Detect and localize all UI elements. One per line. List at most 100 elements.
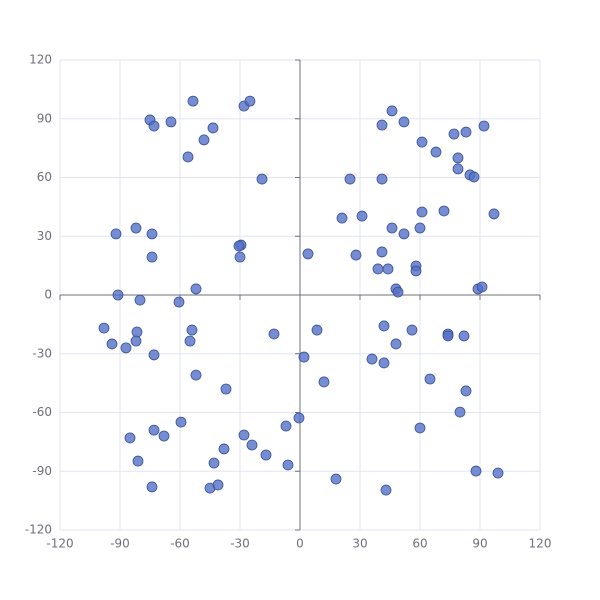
point [175, 416, 187, 428]
point [460, 385, 472, 397]
point [260, 449, 272, 461]
point [398, 116, 410, 128]
y-tick-label: 0 [44, 288, 52, 302]
y-tick-label: -60 [32, 405, 52, 419]
point [148, 120, 160, 132]
point [350, 249, 362, 261]
point [207, 122, 219, 134]
point [134, 294, 146, 306]
point [372, 263, 384, 275]
point [380, 484, 392, 496]
point [120, 342, 132, 354]
point [218, 443, 230, 455]
point [106, 338, 118, 350]
x-tick-label: -30 [230, 537, 250, 551]
point [146, 251, 158, 263]
x-tick-label: -120 [46, 537, 73, 551]
point [110, 228, 122, 240]
point [468, 171, 480, 183]
point [198, 134, 210, 146]
point [438, 205, 450, 217]
point [382, 263, 394, 275]
point [430, 146, 442, 158]
point [208, 457, 220, 469]
y-tick-label: 90 [37, 111, 52, 125]
point [356, 210, 368, 222]
point [424, 373, 436, 385]
point [165, 116, 177, 128]
x-tick-label: 90 [472, 537, 487, 551]
x-tick-label: 0 [296, 537, 304, 551]
point [458, 330, 470, 342]
point [311, 324, 323, 336]
y-tick-label: 60 [37, 170, 52, 184]
point [158, 430, 170, 442]
point [476, 281, 488, 293]
point [190, 369, 202, 381]
point [376, 173, 388, 185]
point [392, 286, 404, 298]
point [416, 206, 428, 218]
point [233, 240, 245, 252]
y-tick-label: -120 [25, 523, 52, 537]
point [318, 376, 330, 388]
point [452, 163, 464, 175]
point [386, 105, 398, 117]
point [124, 432, 136, 444]
point [410, 265, 422, 277]
point [220, 383, 232, 395]
point [344, 173, 356, 185]
point [280, 420, 292, 432]
point [378, 357, 390, 369]
point [460, 126, 472, 138]
y-tick-label: 30 [37, 229, 52, 243]
point [131, 326, 143, 338]
point [298, 351, 310, 363]
point [187, 95, 199, 107]
point [454, 406, 466, 418]
point [336, 212, 348, 224]
x-tick-label: -60 [170, 537, 190, 551]
point [98, 322, 110, 334]
point [148, 349, 160, 361]
point [330, 473, 342, 485]
point [376, 246, 388, 258]
point [234, 251, 246, 263]
x-tick-label: 120 [529, 537, 552, 551]
point [416, 136, 428, 148]
point [452, 152, 464, 164]
point [130, 335, 142, 347]
point [442, 330, 454, 342]
point [186, 324, 198, 336]
point [386, 222, 398, 234]
point [130, 222, 142, 234]
point [366, 353, 378, 365]
point [173, 296, 185, 308]
point [146, 228, 158, 240]
point [148, 424, 160, 436]
point [268, 328, 280, 340]
y-tick-label: -30 [32, 346, 52, 360]
point [478, 120, 490, 132]
point [398, 228, 410, 240]
x-tick-label: 30 [352, 537, 367, 551]
point [302, 248, 314, 260]
point [406, 324, 418, 336]
point [414, 422, 426, 434]
point [470, 465, 482, 477]
y-tick-label: -90 [32, 464, 52, 478]
point [414, 222, 426, 234]
point [112, 289, 124, 301]
y-tick-label: 120 [29, 53, 52, 67]
point [246, 439, 258, 451]
point [182, 151, 194, 163]
point [378, 320, 390, 332]
point [376, 119, 388, 131]
point [184, 335, 196, 347]
point [238, 429, 250, 441]
point [492, 467, 504, 479]
point [448, 128, 460, 140]
point [146, 481, 158, 493]
